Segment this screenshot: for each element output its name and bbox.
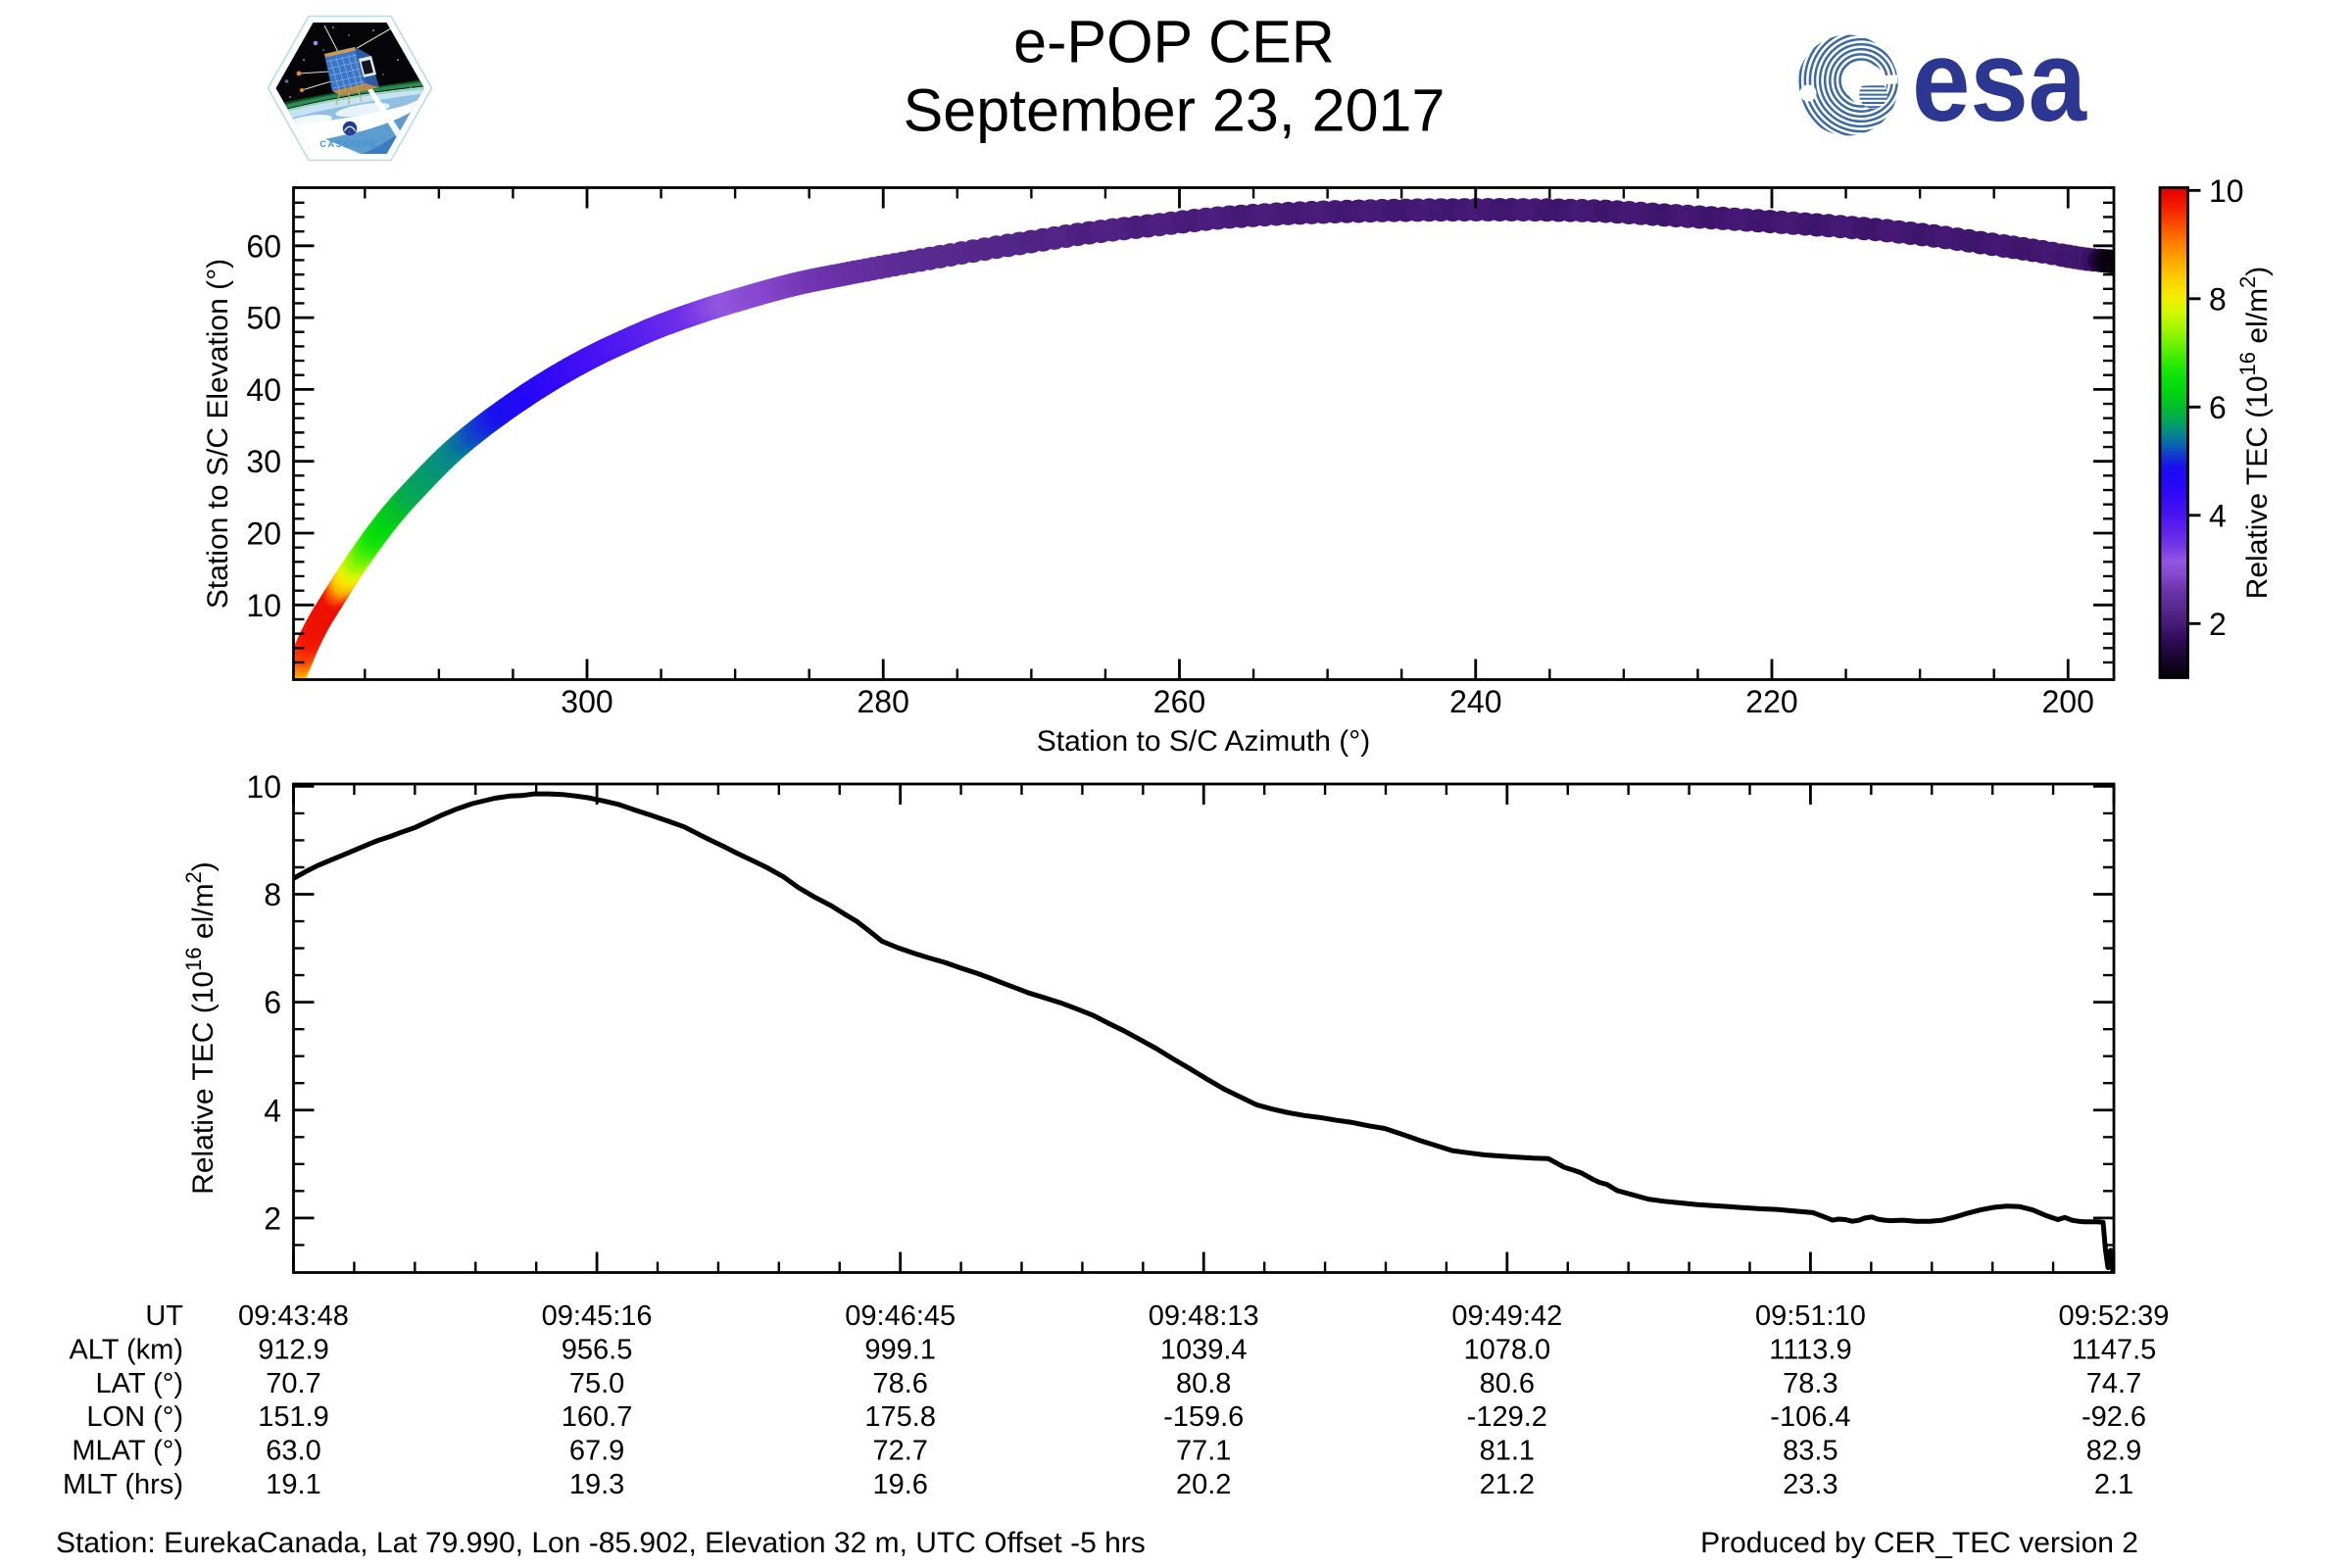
svg-text:50: 50 bbox=[246, 301, 281, 336]
svg-text:151.9: 151.9 bbox=[258, 1401, 329, 1433]
svg-text:67.9: 67.9 bbox=[569, 1436, 624, 1467]
svg-text:74.7: 74.7 bbox=[2086, 1368, 2141, 1399]
svg-text:8: 8 bbox=[2209, 281, 2227, 317]
svg-text:200: 200 bbox=[2042, 684, 2094, 719]
svg-text:Produced by CER_TEC version 2: Produced by CER_TEC version 2 bbox=[1700, 1527, 2138, 1559]
svg-text:912.9: 912.9 bbox=[258, 1334, 329, 1365]
svg-text:4: 4 bbox=[264, 1093, 281, 1128]
svg-text:2: 2 bbox=[264, 1200, 281, 1236]
svg-text:6: 6 bbox=[2209, 390, 2227, 425]
svg-text:MLAT (°): MLAT (°) bbox=[72, 1436, 183, 1467]
svg-text:10: 10 bbox=[2209, 173, 2244, 209]
svg-text:260: 260 bbox=[1153, 684, 1205, 719]
svg-text:09:48:13: 09:48:13 bbox=[1149, 1300, 1259, 1332]
svg-text:10: 10 bbox=[246, 588, 281, 623]
svg-text:09:43:48: 09:43:48 bbox=[238, 1300, 349, 1332]
svg-text:MLT (hrs): MLT (hrs) bbox=[63, 1469, 183, 1500]
svg-text:19.3: 19.3 bbox=[569, 1469, 624, 1500]
svg-text:78.3: 78.3 bbox=[1783, 1368, 1838, 1399]
svg-text:82.9: 82.9 bbox=[2086, 1436, 2141, 1467]
svg-text:-92.6: -92.6 bbox=[2082, 1401, 2146, 1433]
svg-text:60: 60 bbox=[246, 228, 281, 264]
svg-text:1147.5: 1147.5 bbox=[2072, 1334, 2157, 1365]
svg-text:Relative TEC (1016 el/m2): Relative TEC (1016 el/m2) bbox=[181, 861, 220, 1195]
svg-text:175.8: 175.8 bbox=[864, 1401, 936, 1433]
svg-text:220: 220 bbox=[1745, 684, 1797, 719]
svg-text:30: 30 bbox=[246, 444, 281, 479]
svg-text:8: 8 bbox=[264, 877, 281, 912]
svg-text:80.6: 80.6 bbox=[1480, 1368, 1535, 1399]
svg-text:78.6: 78.6 bbox=[872, 1368, 927, 1399]
svg-text:75.0: 75.0 bbox=[569, 1368, 624, 1399]
svg-text:Station to S/C Elevation (°): Station to S/C Elevation (°) bbox=[202, 259, 234, 609]
svg-text:September 23, 2017: September 23, 2017 bbox=[904, 77, 1446, 144]
svg-text:23.3: 23.3 bbox=[1783, 1469, 1838, 1500]
svg-text:72.7: 72.7 bbox=[872, 1436, 927, 1467]
svg-text:20: 20 bbox=[246, 516, 281, 552]
svg-text:UT: UT bbox=[145, 1300, 183, 1332]
svg-text:999.1: 999.1 bbox=[864, 1334, 936, 1365]
svg-text:4: 4 bbox=[2209, 498, 2227, 533]
svg-text:77.1: 77.1 bbox=[1176, 1436, 1231, 1467]
svg-text:63.0: 63.0 bbox=[266, 1436, 320, 1467]
svg-text:2.1: 2.1 bbox=[2094, 1469, 2133, 1500]
svg-text:09:52:39: 09:52:39 bbox=[2059, 1300, 2170, 1332]
svg-text:70.7: 70.7 bbox=[266, 1368, 320, 1399]
svg-text:Relative TEC (1016 el/m2): Relative TEC (1016 el/m2) bbox=[2235, 267, 2274, 600]
svg-text:esa: esa bbox=[1912, 17, 2087, 146]
svg-text:Station to S/C Azimuth (°): Station to S/C Azimuth (°) bbox=[1037, 725, 1370, 758]
svg-text:09:46:45: 09:46:45 bbox=[845, 1300, 956, 1332]
svg-text:1039.4: 1039.4 bbox=[1160, 1334, 1248, 1365]
svg-text:ALT (km): ALT (km) bbox=[69, 1334, 183, 1365]
svg-text:160.7: 160.7 bbox=[562, 1401, 633, 1433]
svg-text:-129.2: -129.2 bbox=[1467, 1401, 1547, 1433]
svg-text:10: 10 bbox=[246, 769, 281, 805]
svg-text:6: 6 bbox=[264, 985, 281, 1020]
svg-text:21.2: 21.2 bbox=[1480, 1469, 1535, 1500]
svg-text:81.1: 81.1 bbox=[1480, 1436, 1535, 1467]
svg-text:240: 240 bbox=[1449, 684, 1501, 719]
svg-text:09:45:16: 09:45:16 bbox=[542, 1300, 653, 1332]
svg-text:300: 300 bbox=[561, 684, 612, 719]
svg-text:e-POP CER: e-POP CER bbox=[1013, 9, 1335, 75]
svg-text:40: 40 bbox=[246, 372, 281, 408]
svg-text:-159.6: -159.6 bbox=[1163, 1401, 1244, 1433]
svg-text:LON (°): LON (°) bbox=[86, 1401, 183, 1433]
svg-text:LAT (°): LAT (°) bbox=[96, 1368, 183, 1399]
svg-text:-106.4: -106.4 bbox=[1770, 1401, 1850, 1433]
svg-text:20.2: 20.2 bbox=[1176, 1469, 1231, 1500]
svg-text:Station: EurekaCanada, Lat 79.: Station: EurekaCanada, Lat 79.990, Lon -… bbox=[56, 1527, 1146, 1559]
svg-text:09:51:10: 09:51:10 bbox=[1755, 1300, 1866, 1332]
svg-text:1113.9: 1113.9 bbox=[1769, 1334, 1851, 1365]
svg-text:2: 2 bbox=[2209, 607, 2227, 642]
svg-text:1078.0: 1078.0 bbox=[1463, 1334, 1550, 1365]
svg-text:80.8: 80.8 bbox=[1176, 1368, 1231, 1399]
svg-text:956.5: 956.5 bbox=[562, 1334, 633, 1365]
svg-text:19.1: 19.1 bbox=[266, 1469, 320, 1500]
svg-text:83.5: 83.5 bbox=[1783, 1436, 1838, 1467]
svg-text:280: 280 bbox=[858, 684, 909, 719]
svg-text:09:49:42: 09:49:42 bbox=[1451, 1300, 1562, 1332]
svg-text:19.6: 19.6 bbox=[872, 1469, 927, 1500]
svg-text:CASSIOPE: CASSIOPE bbox=[319, 139, 377, 149]
